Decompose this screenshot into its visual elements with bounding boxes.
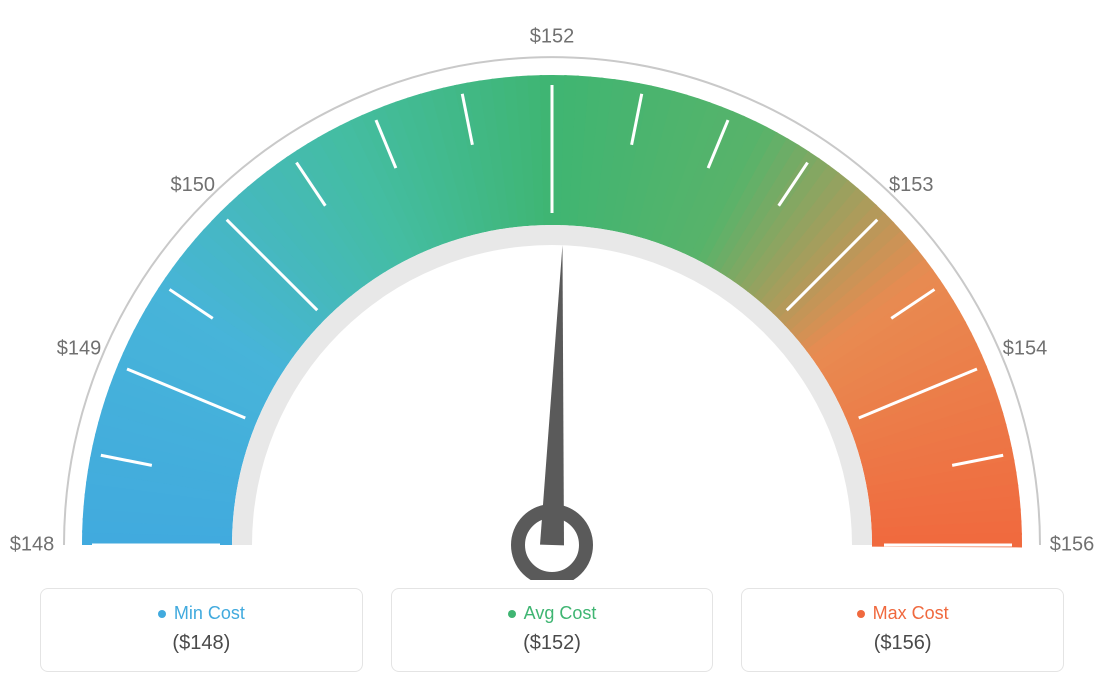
svg-text:$152: $152 — [530, 25, 575, 47]
avg-title: Avg Cost — [524, 603, 597, 624]
min-value: ($148) — [51, 632, 352, 655]
min-dot-icon — [158, 610, 166, 618]
max-cost-card: Max Cost ($156) — [741, 588, 1064, 672]
summary-cards: Min Cost ($148) Avg Cost ($152) Max Cost… — [40, 588, 1064, 672]
min-cost-card: Min Cost ($148) — [40, 588, 363, 672]
avg-cost-card: Avg Cost ($152) — [391, 588, 714, 672]
svg-text:$156: $156 — [1050, 533, 1095, 555]
avg-dot-icon — [508, 610, 516, 618]
avg-value: ($152) — [402, 632, 703, 655]
gauge-chart: $148 $149 $150 $152 $153 $154 $156 — [0, 0, 1104, 580]
gauge-svg: $148 $149 $150 $152 $153 $154 $156 — [0, 0, 1104, 580]
max-dot-icon — [857, 610, 865, 618]
svg-text:$154: $154 — [1003, 337, 1048, 359]
max-title: Max Cost — [873, 603, 949, 624]
svg-text:$149: $149 — [57, 337, 102, 359]
svg-text:$153: $153 — [889, 174, 934, 196]
max-value: ($156) — [752, 632, 1053, 655]
svg-text:$148: $148 — [10, 533, 55, 555]
svg-text:$150: $150 — [171, 174, 216, 196]
min-title: Min Cost — [174, 603, 245, 624]
